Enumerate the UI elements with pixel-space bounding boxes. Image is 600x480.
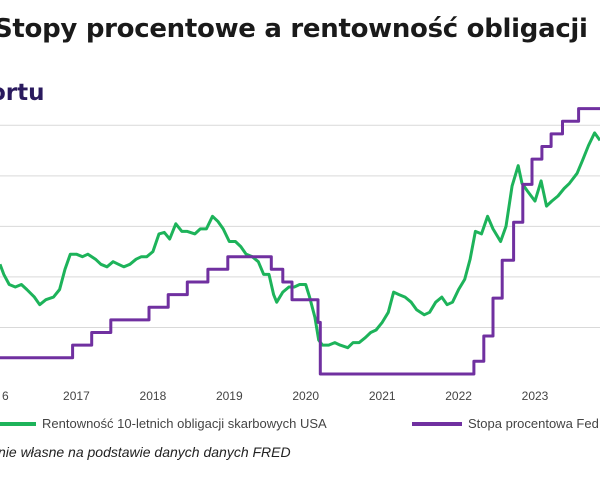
x-tick-label: 2018 (140, 389, 167, 403)
legend-label-yield: Rentowność 10-letnich obligacji skarbowy… (42, 416, 327, 431)
x-tick-label: 2022 (445, 389, 472, 403)
legend-label-fed: Stopa procentowa Fed (468, 416, 599, 431)
chart-svg: 6 2017 2018 2019 2020 2021 2022 2023 (0, 107, 600, 403)
x-axis-ticks: 6 2017 2018 2019 2020 2021 2022 2023 (2, 389, 549, 403)
legend-item-fed: Stopa procentowa Fed (412, 416, 599, 431)
series-line-yield (0, 131, 600, 350)
x-tick-label: 6 (2, 389, 9, 403)
chart-title: Stopy procentowe a rentowność obligacji (0, 14, 588, 44)
series-line-fed (0, 107, 600, 376)
x-tick-label: 2019 (216, 389, 243, 403)
legend-swatch-fed (412, 421, 462, 426)
x-tick-label: 2021 (369, 389, 396, 403)
x-tick-label: 2020 (292, 389, 319, 403)
brand-logo: ortu (0, 80, 45, 106)
series-layer (0, 107, 600, 376)
grid-layer (0, 124, 600, 328)
legend-item-yield: Rentowność 10-letnich obligacji skarbowy… (0, 416, 327, 431)
source-note: nie własne na podstawie danych danych FR… (0, 444, 291, 460)
legend-swatch-yield (0, 421, 36, 426)
x-tick-label: 2023 (522, 389, 549, 403)
x-tick-label: 2017 (63, 389, 90, 403)
